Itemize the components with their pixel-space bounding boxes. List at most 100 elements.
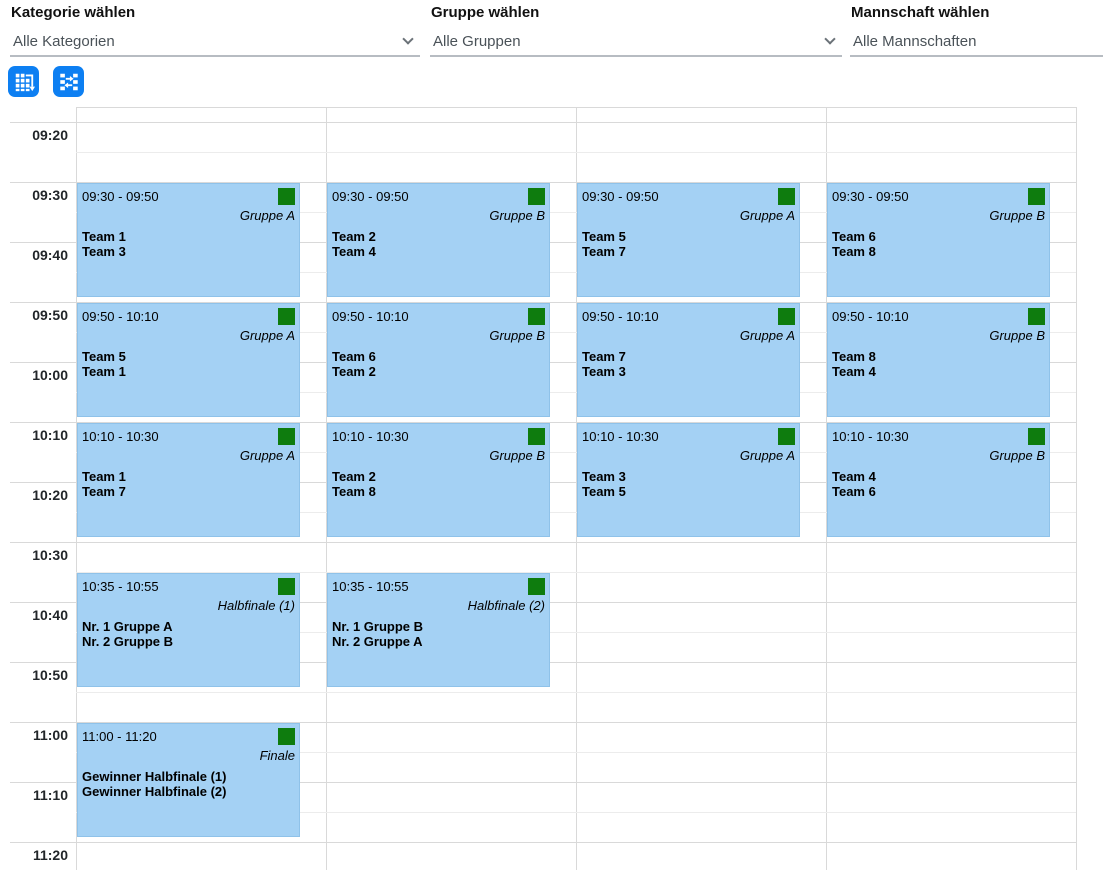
- event-card[interactable]: 09:30 - 09:50 Gruppe B Team 6 Team 8: [827, 183, 1050, 297]
- event-time: 09:30 - 09:50: [582, 189, 659, 204]
- event-teams: Team 6 Team 2: [332, 349, 545, 379]
- event-card[interactable]: 09:30 - 09:50 Gruppe A Team 5 Team 7: [577, 183, 800, 297]
- filter-kategorie-label: Kategorie wählen: [11, 4, 136, 21]
- event-time: 09:50 - 10:10: [332, 309, 409, 324]
- event-team-name: Team 1: [82, 364, 126, 379]
- event-team-name: Team 2: [332, 469, 376, 484]
- filter-gruppe: Gruppe wählen Alle Gruppen: [430, 4, 842, 57]
- gridline-minor: [76, 572, 1076, 573]
- event-group-label: Gruppe A: [739, 208, 795, 223]
- event-teams: Team 7 Team 3: [582, 349, 795, 379]
- event-team-name: Team 3: [582, 469, 626, 484]
- event-group-label: Gruppe B: [489, 328, 545, 343]
- gridline-minor: [76, 452, 1076, 453]
- event-team-name: Nr. 2 Gruppe B: [82, 634, 174, 649]
- event-time: 09:30 - 09:50: [82, 189, 159, 204]
- event-team-name: Nr. 1 Gruppe B: [332, 619, 424, 634]
- event-time: 10:10 - 10:30: [332, 429, 409, 444]
- filter-gruppe-label: Gruppe wählen: [431, 4, 540, 21]
- event-card[interactable]: 09:50 - 10:10 Gruppe A Team 7 Team 3: [577, 303, 800, 417]
- status-square-icon: [528, 188, 545, 205]
- time-label: 11:00: [32, 727, 68, 743]
- filter-kategorie: Kategorie wählen Alle Kategorien: [10, 4, 420, 57]
- filter-mannschaft: Mannschaft wählen Alle Mannschaften: [850, 4, 1103, 57]
- event-group-label: Gruppe B: [989, 208, 1045, 223]
- gridline-minor: [76, 752, 1076, 753]
- event-teams: Team 8 Team 4: [832, 349, 1045, 379]
- status-square-icon: [278, 728, 295, 745]
- event-card[interactable]: 10:10 - 10:30 Gruppe B Team 4 Team 6: [827, 423, 1050, 537]
- gridline-minor: [76, 812, 1076, 813]
- event-card[interactable]: 09:30 - 09:50 Gruppe B Team 2 Team 4: [327, 183, 550, 297]
- event-card[interactable]: 10:35 - 10:55 Halbfinale (2) Nr. 1 Gruppe …: [327, 573, 550, 687]
- filter-kategorie-select[interactable]: Alle Kategorien: [10, 27, 420, 57]
- gridline-major: [10, 122, 1076, 123]
- status-square-icon: [778, 188, 795, 205]
- event-teams: Team 6 Team 8: [832, 229, 1045, 259]
- time-label: 09:50: [32, 307, 68, 323]
- event-card[interactable]: 09:50 - 10:10 Gruppe B Team 6 Team 2: [327, 303, 550, 417]
- gridline-column: [1076, 107, 1077, 870]
- time-label: 10:40: [32, 607, 68, 623]
- event-team-name: Team 5: [582, 484, 626, 499]
- event-team-name: Gewinner Halbfinale (1): [82, 769, 227, 784]
- event-teams: Team 1 Team 3: [82, 229, 295, 259]
- event-team-name: Team 8: [832, 244, 876, 259]
- event-group-label: Gruppe A: [239, 208, 295, 223]
- event-time: 09:50 - 10:10: [82, 309, 159, 324]
- time-label: 10:30: [32, 547, 68, 563]
- filter-mannschaft-label: Mannschaft wählen: [851, 4, 990, 21]
- event-card[interactable]: 10:10 - 10:30 Gruppe B Team 2 Team 8: [327, 423, 550, 537]
- event-group-label: Gruppe B: [989, 328, 1045, 343]
- event-team-name: Team 1: [82, 469, 126, 484]
- status-square-icon: [778, 428, 795, 445]
- status-square-icon: [278, 308, 295, 325]
- event-group-label: Gruppe A: [739, 448, 795, 463]
- gridline-major: [10, 422, 1076, 423]
- event-card[interactable]: 10:10 - 10:30 Gruppe A Team 3 Team 5: [577, 423, 800, 537]
- event-time: 10:10 - 10:30: [582, 429, 659, 444]
- event-team-name: Team 5: [82, 349, 126, 364]
- gridline-major: [10, 842, 1076, 843]
- event-time: 09:30 - 09:50: [832, 189, 909, 204]
- filter-gruppe-select[interactable]: Alle Gruppen: [430, 27, 842, 57]
- filter-mannschaft-value: Alle Mannschaften: [853, 32, 977, 50]
- gridline-major: [10, 782, 1076, 783]
- event-teams: Nr. 1 Gruppe B Nr. 2 Gruppe A: [332, 619, 545, 649]
- status-square-icon: [528, 308, 545, 325]
- event-team-name: Nr. 2 Gruppe A: [332, 634, 423, 649]
- event-card[interactable]: 09:50 - 10:10 Gruppe A Team 5 Team 1: [77, 303, 300, 417]
- gridline-major: [10, 542, 1076, 543]
- gridline-minor: [76, 392, 1076, 393]
- status-square-icon: [1028, 188, 1045, 205]
- gridline-column: [576, 107, 577, 870]
- event-team-name: Team 4: [832, 364, 876, 379]
- status-square-icon: [1028, 428, 1045, 445]
- event-card[interactable]: 11:00 - 11:20 Finale Gewinner Halbfinale (…: [77, 723, 300, 837]
- gridline-minor: [76, 332, 1076, 333]
- table-view-button[interactable]: [8, 66, 39, 97]
- event-team-name: Gewinner Halbfinale (2): [82, 784, 227, 799]
- filter-gruppe-value: Alle Gruppen: [433, 32, 521, 50]
- gridline-minor: [76, 212, 1076, 213]
- event-time: 10:35 - 10:55: [332, 579, 409, 594]
- table-arrow-icon: [13, 71, 35, 93]
- event-card[interactable]: 09:30 - 09:50 Gruppe A Team 1 Team 3: [77, 183, 300, 297]
- event-card[interactable]: 09:50 - 10:10 Gruppe B Team 8 Team 4: [827, 303, 1050, 417]
- gridline-column: [826, 107, 827, 870]
- event-team-name: Team 8: [832, 349, 876, 364]
- time-label: 11:20: [32, 847, 68, 863]
- event-team-name: Team 5: [582, 229, 626, 244]
- gridline-major: [10, 182, 1076, 183]
- event-card[interactable]: 10:35 - 10:55 Halbfinale (1) Nr. 1 Gruppe …: [77, 573, 300, 687]
- time-label: 10:50: [32, 667, 68, 683]
- status-square-icon: [1028, 308, 1045, 325]
- event-teams: Team 3 Team 5: [582, 469, 795, 499]
- event-team-name: Team 6: [332, 349, 376, 364]
- event-team-name: Team 4: [332, 244, 376, 259]
- event-card[interactable]: 10:10 - 10:30 Gruppe A Team 1 Team 7: [77, 423, 300, 537]
- event-time: 11:00 - 11:20: [82, 729, 157, 744]
- event-group-label: Halbfinale (2): [467, 598, 545, 613]
- sequence-view-button[interactable]: [53, 66, 84, 97]
- filter-mannschaft-select[interactable]: Alle Mannschaften: [850, 27, 1103, 57]
